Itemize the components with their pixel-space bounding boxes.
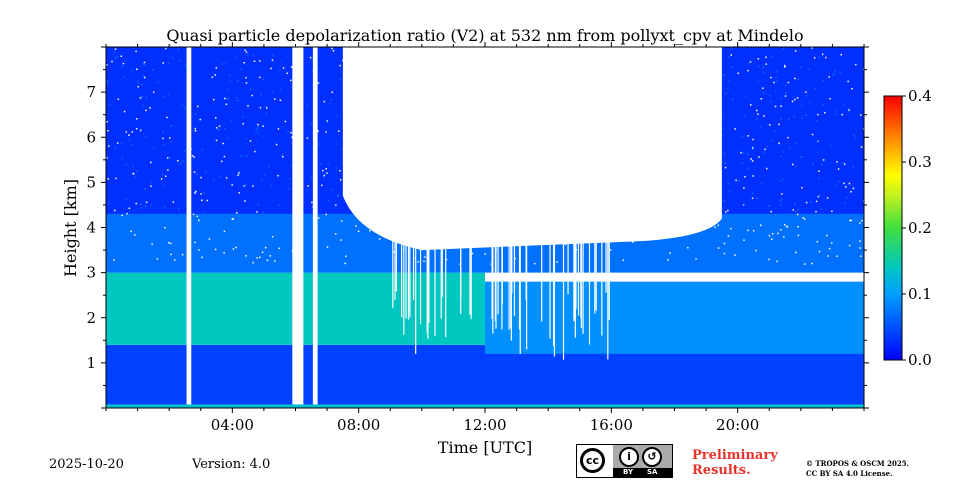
by-icon: i (619, 447, 639, 467)
y-tick-label: 7 (86, 83, 96, 101)
cc-by-text: BY (623, 468, 634, 476)
chart-title: Quasi particle depolarization ratio (V2)… (166, 26, 803, 45)
x-axis: 04:00 08:00 12:00 16:00 20:00 (105, 42, 865, 434)
plot-area (105, 46, 865, 409)
preliminary-line-2: Results. (692, 463, 751, 478)
cc-icon: cc (580, 448, 605, 473)
preliminary-line-1: Preliminary (692, 448, 778, 463)
x-axis-label: Time [UTC] (438, 438, 532, 457)
version-label: Version: 4.0 (192, 457, 271, 472)
copyright-notice: © TROPOS & OSCM 2025. CC BY SA 4.0 Licen… (806, 459, 909, 479)
preliminary-notice: Preliminary Results. (692, 448, 778, 478)
y-tick-label: 2 (86, 309, 96, 327)
daytime-noise-region (342, 47, 722, 251)
no-data-gap-2 (292, 47, 304, 408)
cc-license-badge: cc i ↺ BY SA (576, 444, 673, 478)
x-tick-label: 04:00 (211, 416, 254, 434)
colorbar-tick-label: 0.3 (908, 153, 932, 171)
copyright-line-2: CC BY SA 4.0 License. (806, 469, 893, 478)
colorbar-tick-label: 0.2 (908, 219, 932, 237)
no-data-gap-3 (312, 47, 318, 408)
x-tick-label: 16:00 (590, 416, 633, 434)
x-tick-label: 12:00 (463, 416, 506, 434)
colorbar-tick-label: 0.0 (908, 351, 932, 369)
y-axis-label: Height [km] (61, 179, 80, 277)
sa-icon: ↺ (642, 447, 662, 467)
y-axis: 1 2 3 4 5 6 7 (86, 46, 869, 409)
colorbar-tick-label: 0.1 (908, 285, 932, 303)
no-data-gap-1 (186, 47, 192, 408)
colorbar: 0.0 0.1 0.2 0.3 0.4 (883, 87, 932, 369)
x-tick-label: 20:00 (716, 416, 759, 434)
y-tick-label: 1 (86, 354, 96, 372)
date-label: 2025-10-20 (49, 457, 124, 472)
data-layer-residual-dust-layer (485, 281, 864, 354)
y-tick-label: 4 (86, 219, 96, 237)
data-layer-boundary-layer (106, 344, 864, 408)
y-tick-label: 5 (86, 173, 96, 191)
x-tick-label: 08:00 (337, 416, 380, 434)
colorbar-tick-label: 0.4 (908, 87, 932, 105)
cc-sa-text: SA (647, 468, 658, 476)
surface-layer (106, 404, 864, 408)
copyright-line-1: © TROPOS & OSCM 2025. (806, 459, 910, 468)
y-tick-label: 3 (86, 264, 96, 282)
colorbar-gradient (883, 95, 903, 361)
y-tick-label: 6 (86, 128, 96, 146)
